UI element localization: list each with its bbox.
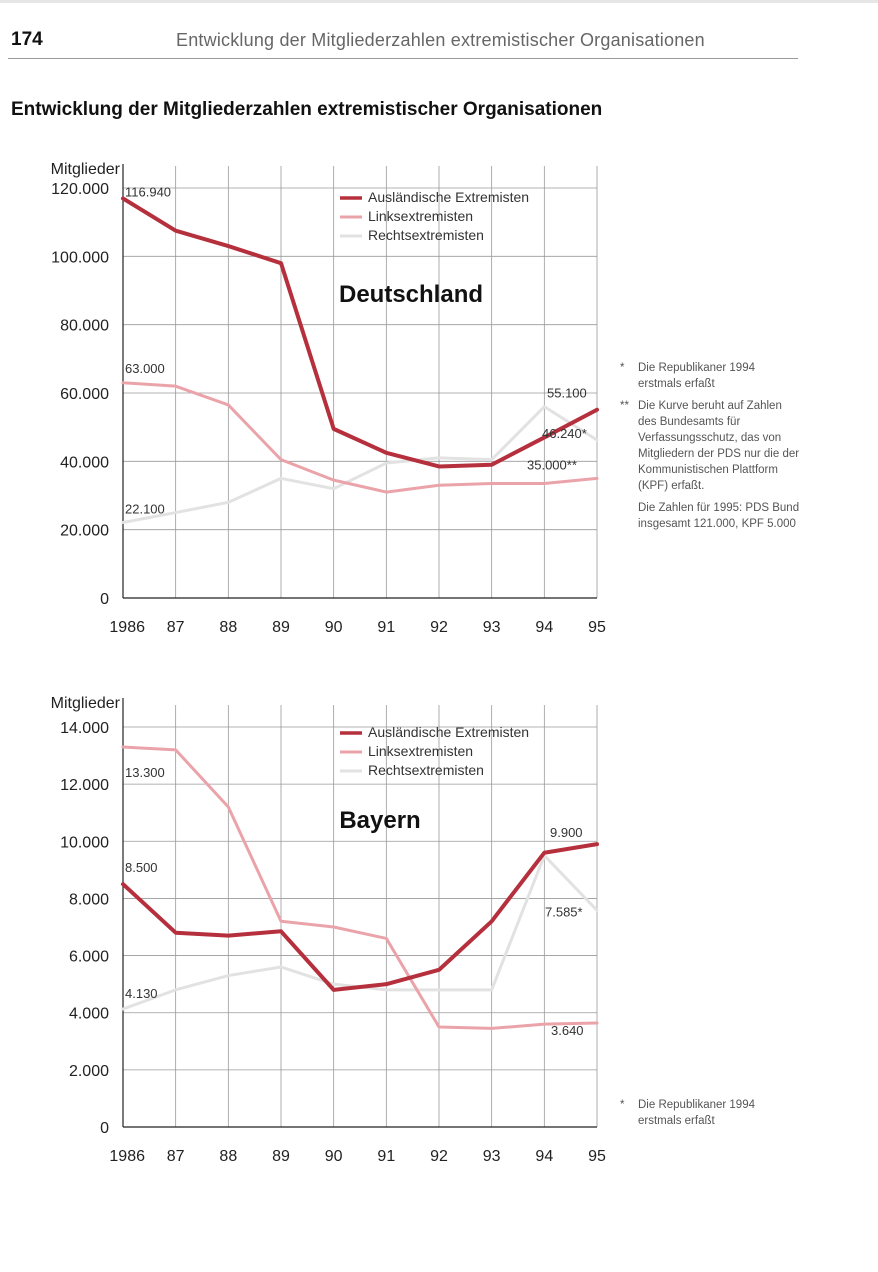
legend-label: Ausländische Extremisten	[368, 189, 529, 205]
y-tick-label: 10.000	[60, 834, 109, 851]
x-tick-label: 89	[272, 1148, 290, 1165]
y-tick-label: 12.000	[60, 777, 109, 794]
footnote-text: Die Republikaner 1994 erstmals erfaßt	[638, 1099, 755, 1127]
y-tick-label: 6.000	[69, 949, 109, 966]
y-tick-label: 4.000	[69, 1006, 109, 1023]
x-tick-label: 91	[377, 619, 395, 636]
footnote-mark: *	[620, 362, 625, 374]
chart-title: Deutschland	[339, 281, 483, 308]
legend-label: Ausländische Extremisten	[368, 724, 529, 740]
legend-label: Linksextremisten	[368, 208, 473, 224]
x-tick-label: 92	[430, 1148, 448, 1165]
footnote-mark: *	[620, 1099, 625, 1111]
legend-label: Rechtsextremisten	[368, 227, 484, 243]
series-line-links	[121, 381, 599, 494]
legend-label: Linksextremisten	[368, 743, 473, 759]
footnotes-bayern: * Die Republikaner 1994 erstmals erfaßt	[620, 1097, 800, 1135]
y-tick-label: 60.000	[60, 386, 109, 403]
series-line-rechts	[121, 405, 599, 524]
y-tick-label: 80.000	[60, 318, 109, 335]
y-axis-label: Mitglieder	[51, 695, 121, 712]
y-tick-label: 2.000	[69, 1063, 109, 1080]
data-label: 22.100	[125, 501, 165, 516]
legend-label: Rechtsextremisten	[368, 762, 484, 778]
data-label: 3.640	[551, 1023, 584, 1038]
header-rule	[8, 58, 798, 59]
y-tick-label: 120.000	[51, 181, 109, 198]
x-tick-label: 90	[325, 1148, 343, 1165]
data-label: 46.240*	[542, 426, 587, 441]
x-tick-label: 1986	[109, 619, 145, 636]
y-tick-label: 0	[100, 591, 109, 608]
data-label: 8.500	[125, 860, 158, 875]
footnote: * Die Republikaner 1994 erstmals erfaßt	[620, 1097, 800, 1129]
chart-bayern: Mitglieder 0 2.000 4.000 6.000 8.000 10.000 12.…	[51, 695, 606, 1165]
x-tick-label: 88	[219, 1148, 237, 1165]
series-line-links	[121, 745, 599, 1030]
x-tick-label: 87	[167, 619, 185, 636]
footnote: Die Zahlen für 1995: PDS Bund insgesamt …	[620, 500, 800, 532]
footnote-text: Die Republikaner 1994 erstmals erfaßt	[638, 362, 755, 390]
data-label: 7.585*	[545, 904, 583, 919]
y-tick-label: 100.000	[51, 249, 109, 266]
x-tick-label: 88	[219, 619, 237, 636]
x-tick-label: 95	[588, 619, 606, 636]
chart-title: Bayern	[339, 807, 420, 834]
y-tick-label: 8.000	[69, 891, 109, 908]
y-tick-label: 14.000	[60, 720, 109, 737]
x-tick-label: 92	[430, 619, 448, 636]
data-label: 9.900	[550, 825, 583, 840]
x-tick-label: 93	[483, 619, 501, 636]
y-axis-label: Mitglieder	[51, 161, 121, 178]
footnote: ** Die Kurve beruht auf Zahlen des Bundes…	[620, 398, 800, 494]
data-label: 55.100	[547, 386, 587, 401]
data-label: 35.000**	[527, 457, 577, 472]
page-title: Entwicklung der Mitgliederzahlen extremi…	[11, 99, 603, 120]
footnotes-deutschland: * Die Republikaner 1994 erstmals erfaßt **…	[620, 360, 800, 538]
footnote: * Die Republikaner 1994 erstmals erfaßt	[620, 360, 800, 392]
x-tick-label: 94	[535, 619, 553, 636]
series-line-auslaendische	[121, 196, 599, 469]
footnote-text: Die Zahlen für 1995: PDS Bund insgesamt …	[638, 502, 800, 530]
x-tick-label: 90	[325, 619, 343, 636]
series-line-auslaendische	[121, 842, 599, 992]
x-tick-label: 95	[588, 1148, 606, 1165]
data-label: 4.130	[125, 986, 158, 1001]
x-tick-label: 91	[377, 1148, 395, 1165]
header-top-rule	[0, 0, 878, 3]
data-label: 63.000	[125, 361, 165, 376]
y-tick-label: 40.000	[60, 454, 109, 471]
x-tick-label: 87	[167, 1148, 185, 1165]
x-tick-label: 89	[272, 619, 290, 636]
footnote-text: Die Kurve beruht auf Zahlen des Bundesam…	[638, 400, 800, 492]
x-tick-label: 1986	[109, 1148, 145, 1165]
data-label: 116.940	[125, 184, 171, 199]
footnote-mark: **	[620, 400, 629, 412]
y-tick-label: 20.000	[60, 523, 109, 540]
y-tick-label: 0	[100, 1120, 109, 1137]
page-number: 174	[11, 29, 43, 50]
x-tick-label: 93	[483, 1148, 501, 1165]
running-title: Entwicklung der Mitgliederzahlen extremi…	[176, 30, 705, 50]
data-label: 13.300	[125, 765, 165, 780]
chart-deutschland: Mitglieder 0 20.000 40.000 60.000 80.000 100.0…	[51, 161, 606, 636]
x-tick-label: 94	[535, 1148, 553, 1165]
